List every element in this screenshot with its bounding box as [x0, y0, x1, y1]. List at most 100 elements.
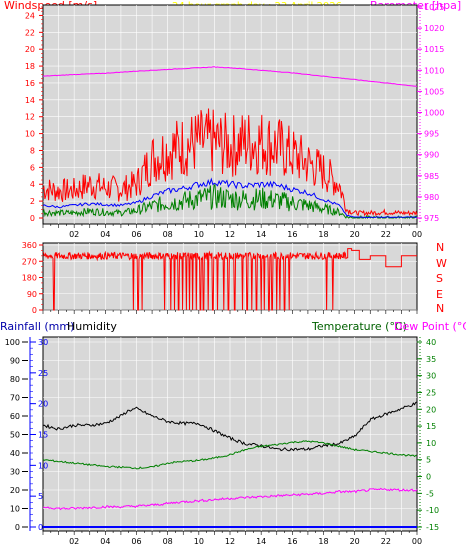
direction-y-tick-label: 180: [22, 274, 37, 283]
rain-y-tick-label: 0: [38, 523, 43, 532]
baro-y-tick-label: 1025: [424, 3, 444, 12]
rainfall-axis-label: Rainfall (mm): [0, 320, 74, 333]
wind-y-tick-label: 14: [25, 96, 35, 105]
direction-y-tick-label: 270: [22, 257, 37, 266]
wind-y-tick-label: 16: [25, 79, 35, 88]
baro-y-tick-label: 1020: [424, 24, 444, 33]
rain-y-tick-label: 30: [38, 338, 48, 347]
baro-y-tick-label: 985: [424, 172, 439, 181]
wind-x-tick-label: 10: [194, 230, 204, 239]
wind-direction-line: [42, 248, 417, 311]
humidity-axis-label: Humidity: [67, 320, 117, 333]
rain-y-tick-label: 15: [38, 431, 48, 440]
baro-y-tick-label: 980: [424, 193, 439, 202]
humidity-y-tick-label: 40: [10, 449, 20, 458]
temp-y-tick-label: 40: [426, 338, 436, 347]
wind-y-tick-label: 0: [30, 214, 35, 223]
rain-y-tick-label: 10: [38, 461, 48, 470]
temp-y-tick-label: 20: [426, 405, 436, 414]
temp-y-tick-label: -15: [426, 523, 439, 532]
wind-average-line: [42, 177, 418, 219]
humidity-y-tick-label: 0: [15, 523, 20, 532]
wind-x-tick-label: 22: [381, 230, 391, 239]
climate-x-tick-label: 12: [225, 537, 235, 546]
wind-y-tick-label: 6: [30, 163, 35, 172]
direction-label-n-bottom: N: [436, 302, 444, 315]
rain-y-tick-label: 25: [38, 369, 48, 378]
temp-y-tick-label: -5: [426, 489, 434, 498]
baro-y-tick-label: 1000: [424, 109, 444, 118]
rain-y-tick-label: 5: [38, 492, 43, 501]
climate-x-tick-label: 04: [100, 537, 110, 546]
climate-x-tick-label: 22: [381, 537, 391, 546]
humidity-y-tick-label: 60: [10, 412, 20, 421]
humidity-line: [42, 401, 418, 452]
baro-y-tick-label: 990: [424, 151, 439, 160]
rain-y-tick-label: 20: [38, 400, 48, 409]
wind-x-tick-label: 06: [131, 230, 141, 239]
climate-x-tick-label: 10: [194, 537, 204, 546]
baro-y-tick-label: 995: [424, 130, 439, 139]
baro-y-tick-label: 1015: [424, 45, 444, 54]
climate-x-tick-label: 18: [318, 537, 328, 546]
direction-y-tick-label: 0: [32, 306, 37, 315]
humidity-y-tick-label: 30: [10, 468, 20, 477]
humidity-y-tick-label: 10: [10, 505, 20, 514]
climate-x-tick-label: 08: [163, 537, 173, 546]
temp-y-tick-label: 0: [426, 473, 431, 482]
barometer-line: [42, 66, 418, 87]
wind-y-tick-label: 2: [30, 197, 35, 206]
temp-y-tick-label: 30: [426, 372, 436, 381]
temp-y-tick-label: 25: [426, 388, 436, 397]
direction-y-tick-label: 90: [27, 290, 37, 299]
humidity-y-tick-label: 70: [10, 394, 20, 403]
dewpoint-line: [42, 487, 418, 511]
wind-y-tick-label: 10: [25, 130, 35, 139]
climate-x-tick-label: 02: [69, 537, 79, 546]
direction-label-s: S: [436, 272, 443, 285]
humidity-y-tick-label: 100: [5, 338, 20, 347]
temp-y-tick-label: -10: [426, 506, 439, 515]
wind-gust-line: [42, 108, 418, 217]
charts-layer: 0246810121416182022249759809859909951000…: [5, 3, 445, 546]
direction-label-n-top: N: [436, 241, 444, 254]
temperature-line: [42, 440, 418, 470]
climate-x-tick-label: 06: [131, 537, 141, 546]
dewpoint-axis-label: Dew Point (°C): [394, 320, 466, 333]
wind-y-tick-label: 22: [25, 28, 35, 37]
wind-x-tick-label: 08: [163, 230, 173, 239]
humidity-y-tick-label: 80: [10, 375, 20, 384]
wind-x-tick-label: 00: [412, 230, 422, 239]
wind-x-tick-label: 02: [69, 230, 79, 239]
humidity-y-tick-label: 90: [10, 357, 20, 366]
temperature-axis-label: Temperature (°C): [311, 320, 407, 333]
humidity-y-tick-label: 20: [10, 486, 20, 495]
baro-y-tick-label: 1010: [424, 66, 444, 75]
direction-y-tick-label: 360: [22, 241, 37, 250]
climate-x-tick-label: 20: [350, 537, 360, 546]
wind-y-tick-label: 12: [25, 113, 35, 122]
temp-y-tick-label: 15: [426, 422, 436, 431]
wind-x-tick-label: 16: [287, 230, 297, 239]
climate-x-tick-label: 16: [287, 537, 297, 546]
wind-x-tick-label: 20: [350, 230, 360, 239]
wind-x-tick-label: 12: [225, 230, 235, 239]
wind-y-tick-label: 4: [30, 180, 35, 189]
wind-x-tick-label: 14: [256, 230, 266, 239]
temp-y-tick-label: 5: [426, 456, 431, 465]
wind-y-tick-label: 8: [30, 146, 35, 155]
wind-x-tick-label: 04: [100, 230, 110, 239]
climate-x-tick-label: 00: [412, 537, 422, 546]
temp-y-tick-label: 35: [426, 355, 436, 364]
wind-y-tick-label: 24: [25, 11, 35, 20]
wind-x-tick-label: 18: [318, 230, 328, 239]
baro-y-tick-label: 1005: [424, 87, 444, 96]
direction-label-e: E: [436, 288, 443, 301]
climate-x-tick-label: 14: [256, 537, 266, 546]
wind-y-tick-label: 20: [25, 45, 35, 54]
wind-y-tick-label: 18: [25, 62, 35, 71]
temp-y-tick-label: 10: [426, 439, 436, 448]
humidity-y-tick-label: 50: [10, 431, 20, 440]
